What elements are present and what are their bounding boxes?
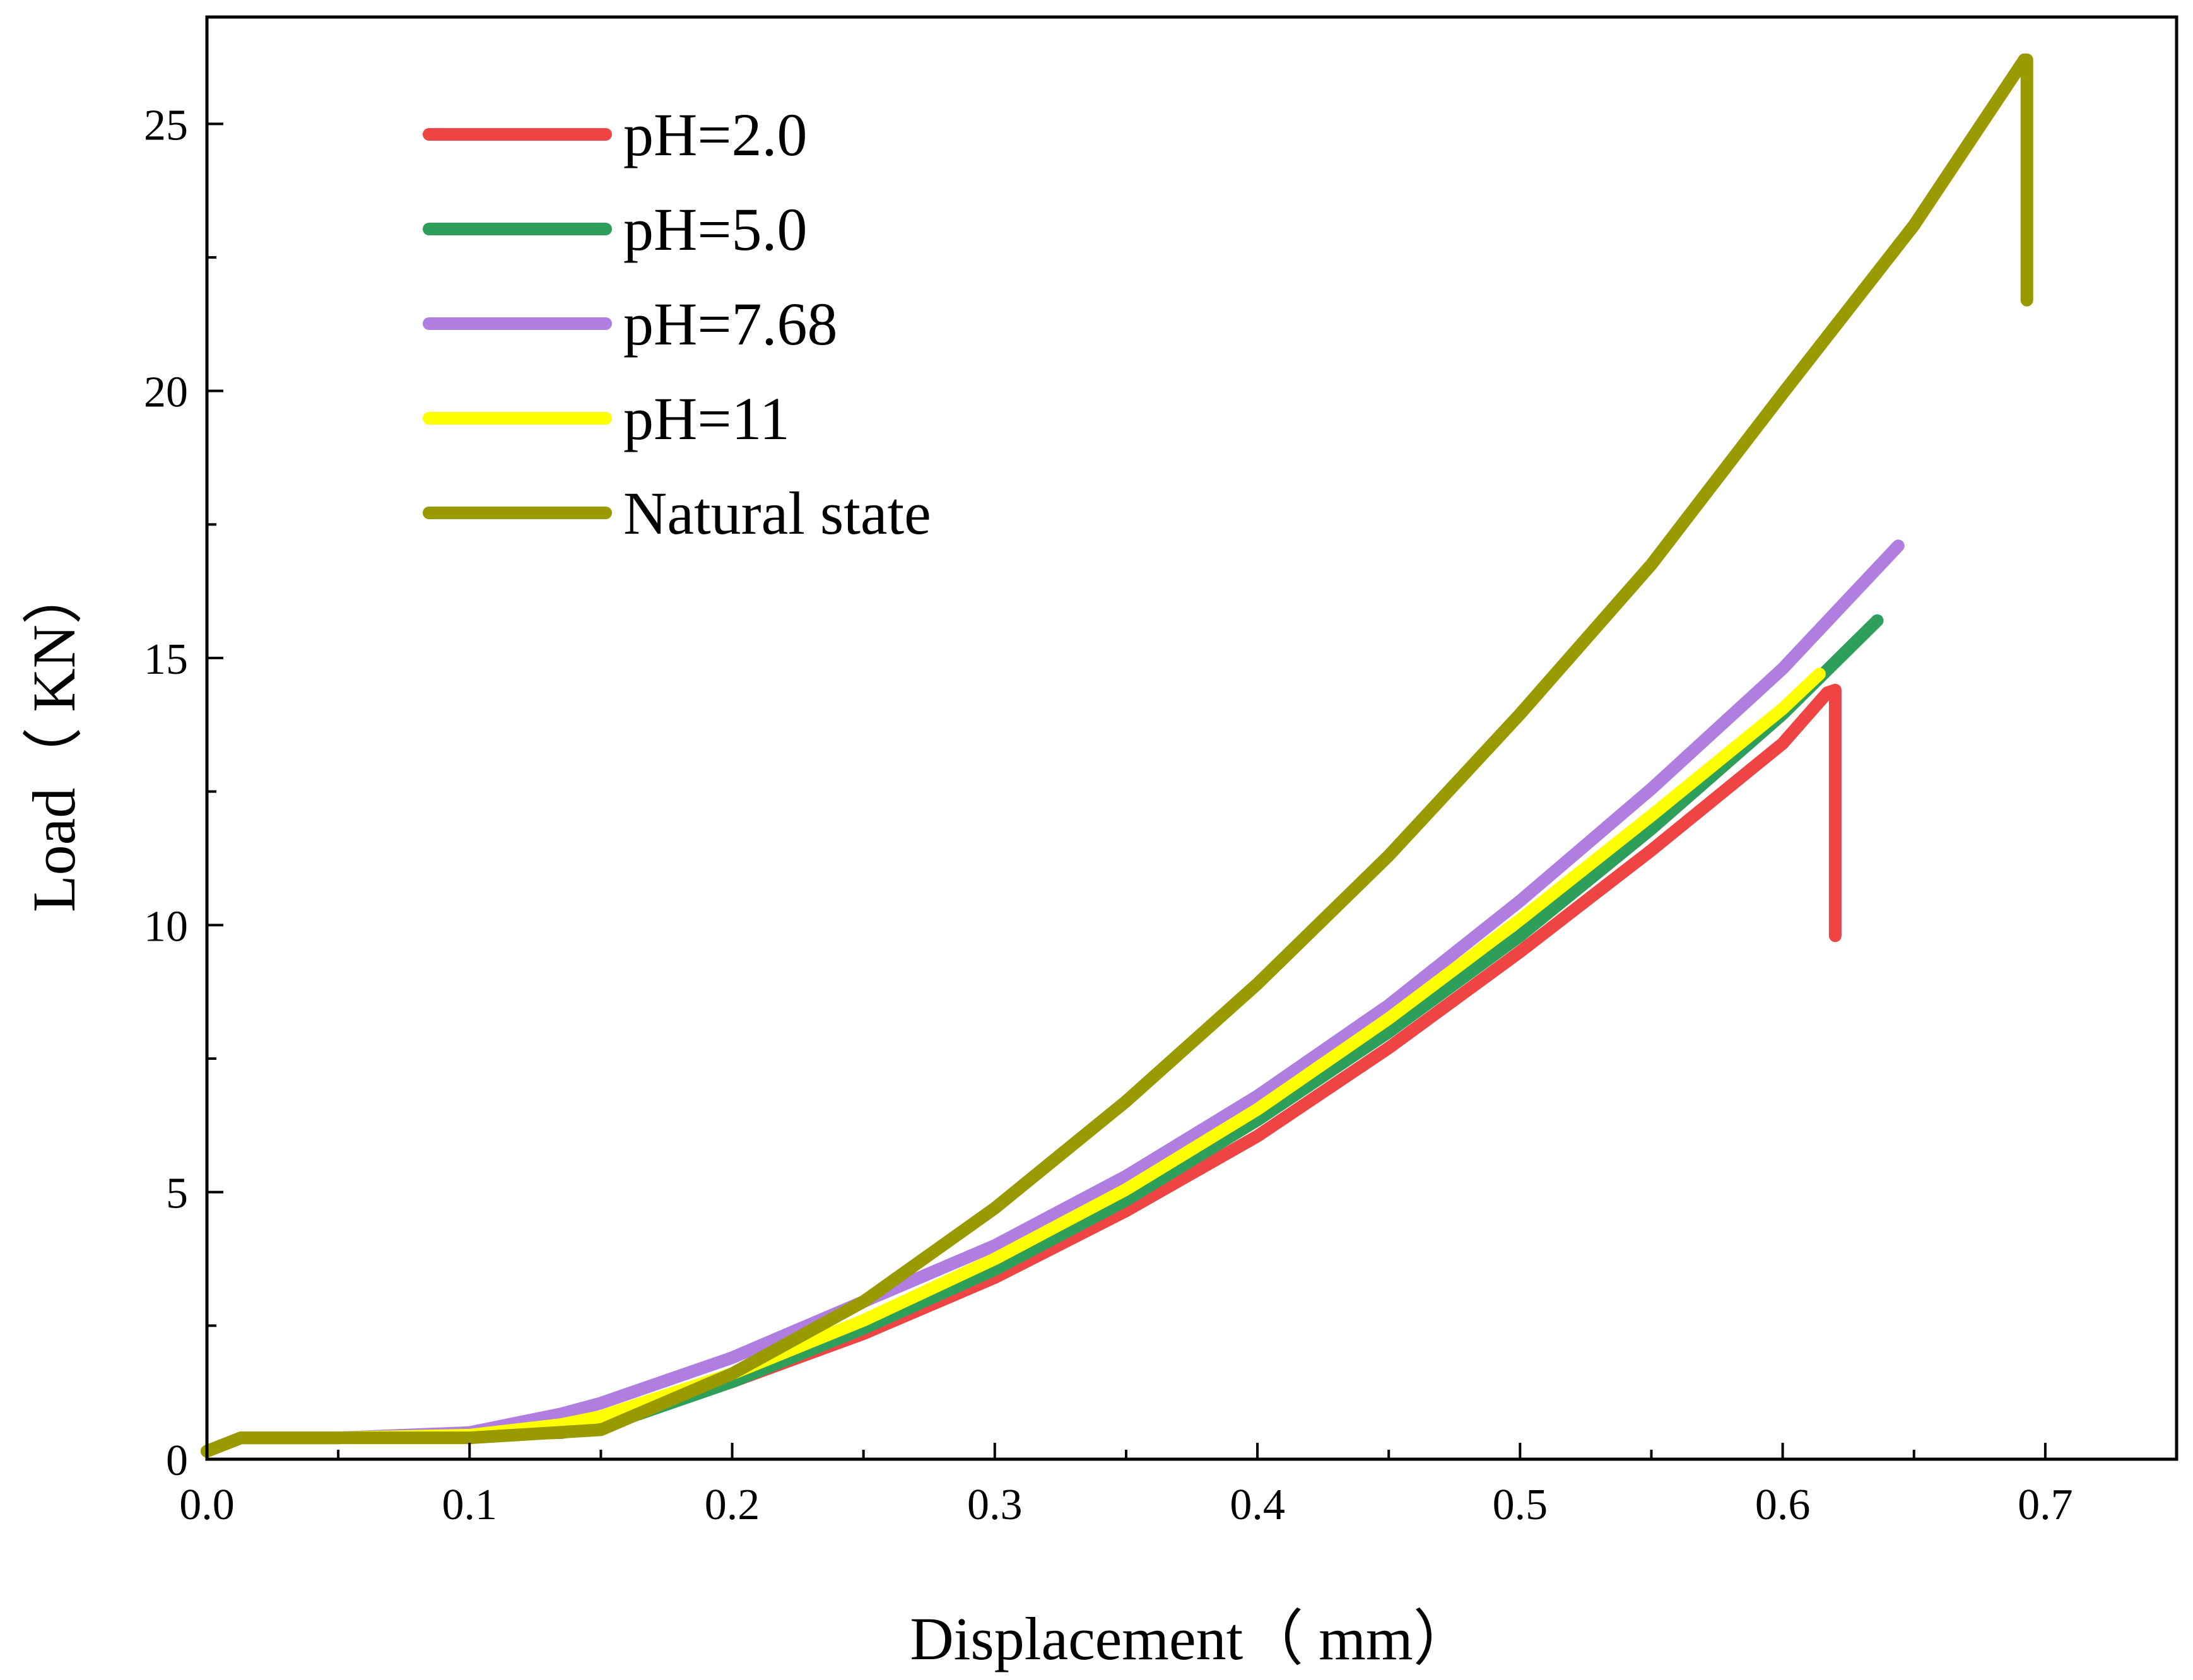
legend-label: pH=2.0	[623, 101, 807, 168]
legend: pH=2.0 pH=5.0 pH=7.68 pH=11 Natural state	[423, 101, 931, 547]
x-tick-label: 0.3	[967, 1481, 1023, 1529]
series-line-4	[201, 53, 2033, 1458]
x-tick-label: 0.0	[179, 1481, 235, 1529]
x-tick-label: 0.2	[705, 1481, 760, 1529]
y-tick-label: 25	[144, 101, 188, 150]
x-axis-title: Displacement（ mm）	[910, 1605, 1473, 1672]
axes-layer: 0.0 0.1 0.2 0.3 0.4 0.5 0.6 0.7 0 5 10 15 20 25	[144, 15, 2178, 1529]
y-axis-title: Load（ KN）	[20, 564, 88, 912]
legend-label: Natural state	[623, 479, 931, 547]
y-tick-label: 15	[144, 635, 188, 684]
x-tick-label: 0.1	[442, 1481, 498, 1529]
series-layer	[201, 53, 2033, 1458]
x-tick-label: 0.5	[1493, 1481, 1548, 1529]
x-tick-label: 0.4	[1230, 1481, 1285, 1529]
plot-frame	[205, 15, 2178, 1461]
x-tick-label: 0.7	[2018, 1481, 2073, 1529]
y-tick-label: 5	[166, 1170, 188, 1218]
legend-label: pH=5.0	[623, 196, 807, 263]
y-tick-label: 0	[166, 1436, 188, 1485]
y-tick-label: 10	[144, 902, 188, 951]
x-tick-label: 0.6	[1755, 1481, 1811, 1529]
y-tick-label: 20	[144, 368, 188, 417]
legend-label: pH=7.68	[623, 290, 837, 358]
legend-label: pH=11	[623, 385, 790, 452]
